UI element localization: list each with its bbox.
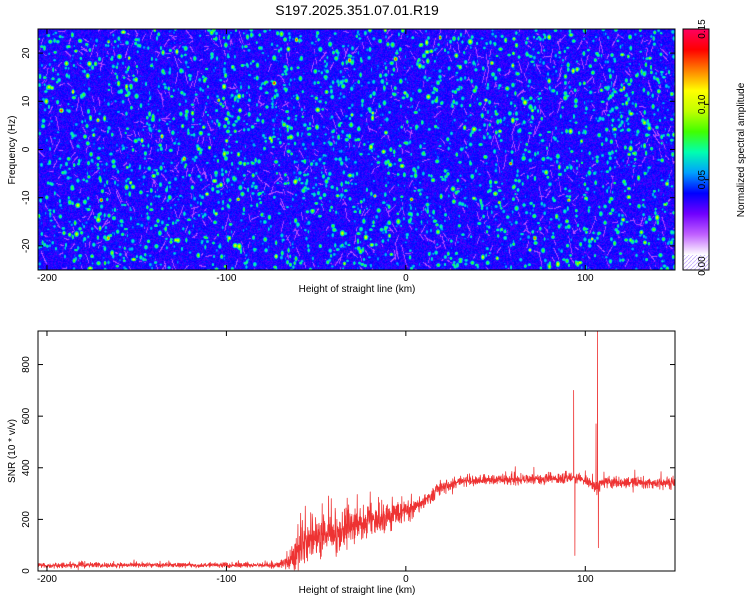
- heatmap-field: [38, 29, 675, 270]
- snr-y-tick-label: 600: [21, 407, 32, 424]
- heatmap-canvas-holder: [38, 29, 675, 270]
- colorbar-ticks: 0.00 0.05 0.10 0.15: [697, 19, 709, 276]
- snr-x-tick-label: -100: [216, 574, 236, 585]
- colorbar-ramp: [683, 29, 709, 255]
- heatmap-x-tick-label: -100: [216, 273, 236, 284]
- snr-y-tick-label: 800: [21, 356, 32, 373]
- snr-y-tick-label: 400: [21, 459, 32, 476]
- heatmap-y-tick-label: 10: [21, 95, 32, 107]
- snr-y-axis-label: SNR (10 * v/v): [7, 419, 18, 483]
- snr-panel: -200 -100 0 100 0 200 400 600 800 Height of str…: [7, 330, 676, 596]
- colorbar-frame: [682, 28, 710, 271]
- snr-frame: [37, 330, 676, 572]
- heatmap-y-tick-label: 20: [21, 47, 32, 59]
- snr-x-tick-label: 100: [577, 574, 594, 585]
- snr-x-ticks: -200 -100 0 100: [37, 331, 594, 585]
- snr-y-ticks: 0 200 400 600 800: [21, 356, 675, 574]
- colorbar-tick-label: 0.15: [697, 19, 708, 39]
- heatmap-y-tick-label: -10: [21, 190, 32, 205]
- snr-plot-area: [38, 331, 675, 571]
- heatmap-y-tick-label: 0: [21, 146, 32, 152]
- heatmap-x-axis-label: Height of straight line (km): [299, 284, 416, 295]
- figure-title: S197.2025.351.07.01.R19: [275, 2, 439, 18]
- heatmap-x-ticks: -200 -100 0 100: [37, 29, 594, 284]
- colorbar-underflow: [683, 255, 709, 270]
- heatmap-x-tick-label: 0: [403, 273, 409, 284]
- colorbar-tick-label: 0.00: [697, 256, 708, 276]
- colorbar-tick-label: 0.10: [697, 94, 708, 114]
- heatmap-x-tick-label: -200: [37, 273, 57, 284]
- heatmap-y-ticks: -20 -10 0 10 20: [21, 47, 675, 253]
- colorbar-tick-label: 0.05: [697, 169, 708, 189]
- snr-x-axis-label: Height of straight line (km): [299, 585, 416, 596]
- heatmap-x-tick-label: 100: [577, 273, 594, 284]
- colorbar-label: Normalized spectral amplitude: [736, 82, 747, 217]
- heatmap-y-tick-label: -20: [21, 238, 32, 253]
- colorbar: 0.00 0.05 0.10 0.15 Normalized spectral amp…: [682, 19, 747, 276]
- heatmap-y-axis-label: Frequency (Hz): [7, 116, 18, 185]
- snr-y-tick-label: 200: [21, 511, 32, 528]
- snr-x-tick-label: -200: [37, 574, 57, 585]
- snr-y-tick-label: 0: [21, 568, 32, 574]
- snr-x-tick-label: 0: [403, 574, 409, 585]
- snr-series-line: [37, 330, 676, 571]
